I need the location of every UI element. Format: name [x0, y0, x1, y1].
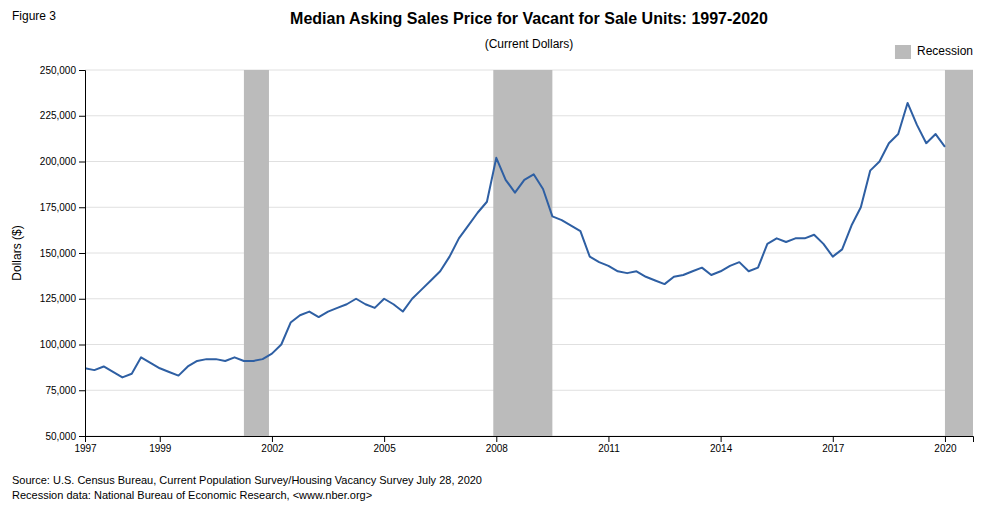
y-tick-label: 150,000 — [40, 248, 77, 259]
recession-band — [945, 70, 973, 436]
subtitle: (Current Dollars) — [485, 37, 574, 51]
y-tick: 150,000 — [40, 248, 85, 259]
x-tick-label: 1997 — [74, 443, 97, 454]
x-tick: 2008 — [486, 436, 509, 454]
y-tick: 175,000 — [40, 202, 85, 213]
grid — [85, 70, 973, 436]
y-tick: 250,000 — [40, 65, 85, 76]
x-tick: 2014 — [710, 436, 733, 454]
y-tick-label: 50,000 — [45, 431, 76, 442]
x-tick-mark — [608, 436, 609, 442]
y-tick-label: 175,000 — [40, 202, 77, 213]
y-axis-title: Dollars ($) — [10, 225, 24, 280]
source-note: Source: U.S. Census Bureau, Current Popu… — [12, 474, 482, 486]
y-tick-mark — [79, 70, 85, 71]
y-tick-mark — [79, 162, 85, 163]
x-tick-label: 2008 — [486, 443, 509, 454]
x-axis: 1997 1999 2002 2005 2008 2011 2014 2017 2020 — [74, 436, 973, 454]
y-tick: 50,000 — [45, 431, 85, 442]
x-tick-mark — [272, 436, 273, 442]
y-tick-label: 225,000 — [40, 110, 77, 121]
source-note: Recession data: National Bureau of Econo… — [12, 489, 372, 501]
x-tick-mark — [721, 436, 722, 442]
figure-label: Figure 3 — [12, 9, 56, 23]
x-tick-mark — [160, 436, 161, 442]
y-tick-mark — [79, 207, 85, 208]
x-tick: 2002 — [261, 436, 284, 454]
x-tick-label: 2005 — [373, 443, 396, 454]
y-tick: 200,000 — [40, 156, 85, 167]
recession-band — [493, 70, 552, 436]
y-tick: 75,000 — [45, 385, 85, 396]
x-tick-mark — [945, 436, 946, 442]
recession-band — [244, 70, 269, 436]
y-tick-mark — [79, 116, 85, 117]
plot-area: 50,000 75,000 100,000 125,000 150,000 175,000… — [40, 65, 974, 454]
x-tick: 2005 — [373, 436, 396, 454]
x-tick-mark — [496, 436, 497, 442]
y-tick-mark — [79, 436, 85, 437]
chart-svg: 50,000 75,000 100,000 125,000 150,000 175,000… — [0, 0, 1003, 514]
y-tick-label: 250,000 — [40, 65, 77, 76]
y-tick: 125,000 — [40, 293, 85, 304]
x-tick-label: 1999 — [149, 443, 172, 454]
legend-label: Recession — [917, 44, 973, 58]
x-tick: 2011 — [598, 436, 620, 454]
y-axis-line — [79, 71, 86, 437]
y-tick-label: 200,000 — [40, 156, 77, 167]
marks — [85, 70, 973, 436]
x-tick: 1997 — [74, 436, 97, 454]
y-axis: 50,000 75,000 100,000 125,000 150,000 175,000… — [40, 65, 86, 442]
y-tick: 225,000 — [40, 110, 85, 121]
x-tick-label: 2017 — [822, 443, 845, 454]
x-tick-mark — [384, 436, 385, 442]
x-tick-label: 2011 — [598, 443, 620, 454]
title: Median Asking Sales Price for Vacant for… — [290, 10, 768, 27]
x-tick-label: 2014 — [710, 443, 733, 454]
y-tick-label: 75,000 — [45, 385, 76, 396]
x-tick-label: 2002 — [261, 443, 284, 454]
y-tick-mark — [79, 390, 85, 391]
x-tick: 1999 — [149, 436, 172, 454]
chart-container: 50,000 75,000 100,000 125,000 150,000 175,000… — [0, 0, 1003, 514]
x-axis-line — [86, 437, 974, 443]
x-tick: 2017 — [822, 436, 845, 454]
y-tick: 100,000 — [40, 339, 85, 350]
price-line — [85, 103, 945, 378]
x-tick-mark — [85, 436, 86, 442]
y-tick-mark — [79, 253, 85, 254]
x-tick-mark — [833, 436, 834, 442]
y-tick-label: 125,000 — [40, 293, 77, 304]
legend: Recession — [895, 44, 973, 59]
y-tick-mark — [79, 345, 85, 346]
y-tick-label: 100,000 — [40, 339, 77, 350]
x-tick: 2020 — [934, 436, 957, 454]
recession-shading — [244, 70, 973, 436]
y-tick-mark — [79, 299, 85, 300]
legend-swatch — [895, 45, 911, 59]
x-tick-label: 2020 — [934, 443, 957, 454]
